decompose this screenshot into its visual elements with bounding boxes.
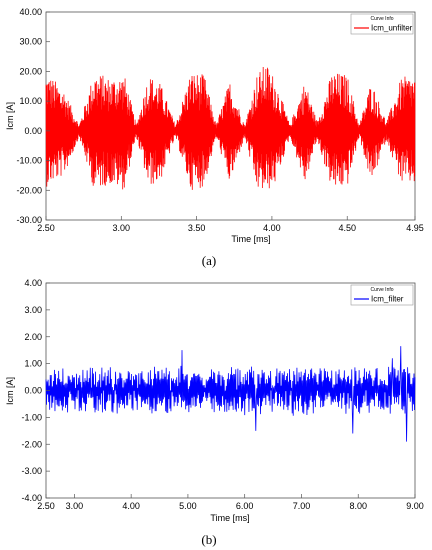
x-tick-label: 2.50 bbox=[37, 223, 55, 233]
chart-a-legend-box bbox=[350, 13, 414, 35]
chart-b-series-icm-filter bbox=[45, 346, 416, 442]
chart-a-caption: (a) bbox=[202, 253, 216, 268]
chart-b: 4.00 3.00 2.00 1.00 0.00 -1.00 -2.00 -3.00 -4.00… bbox=[5, 278, 424, 547]
y-tick-label: 3.00 bbox=[24, 305, 42, 315]
chart-b-y-ticks: 4.00 3.00 2.00 1.00 0.00 -1.00 -2.00 -3.00 -4.00 bbox=[21, 278, 50, 503]
y-tick-label: 2.00 bbox=[24, 332, 42, 342]
y-tick-label: 0.00 bbox=[24, 386, 42, 396]
x-tick-label: 4.95 bbox=[406, 223, 424, 233]
y-tick-label: -1.00 bbox=[21, 412, 42, 422]
x-tick-label: 4.50 bbox=[338, 223, 356, 233]
x-tick-label: 7.00 bbox=[293, 501, 311, 511]
chart-a-x-ticks: 2.50 3.00 3.50 4.00 4.50 4.95 bbox=[37, 216, 424, 233]
chart-a-x-axis-label: Time [ms] bbox=[231, 234, 270, 244]
series-line-icm-filter bbox=[45, 346, 416, 442]
chart-b-caption: (b) bbox=[201, 532, 216, 547]
chart-a-y-axis-label: Icm [A] bbox=[5, 102, 15, 130]
series-line-icm-unfilter bbox=[45, 67, 416, 190]
chart-b-x-axis-label: Time [ms] bbox=[210, 513, 249, 523]
x-tick-label: 4.00 bbox=[122, 501, 140, 511]
y-tick-label: -10.00 bbox=[16, 156, 42, 166]
chart-b-x-ticks: 2.50 3.00 4.00 5.00 6.00 7.00 8.00 9.00 bbox=[37, 494, 424, 511]
x-tick-label: 3.00 bbox=[66, 501, 84, 511]
x-tick-label: 3.50 bbox=[188, 223, 206, 233]
y-tick-label: 4.00 bbox=[24, 278, 42, 288]
y-tick-label: -2.00 bbox=[21, 439, 42, 449]
x-tick-label: 9.00 bbox=[406, 501, 424, 511]
y-tick-label: -3.00 bbox=[21, 466, 42, 476]
chart-a-y-ticks: 40.00 30.00 20.00 10.00 0.00 -10.00 -20.00 -30.… bbox=[16, 7, 50, 225]
x-tick-label: 4.00 bbox=[263, 223, 281, 233]
chart-a-legend-title: Curve Info bbox=[370, 16, 393, 22]
x-tick-label: 8.00 bbox=[349, 501, 367, 511]
chart-b-legend-entry: Icm_filter bbox=[371, 295, 404, 304]
y-tick-label: -20.00 bbox=[16, 185, 42, 195]
x-tick-label: 3.00 bbox=[113, 223, 131, 233]
chart-b-legend-title: Curve Info bbox=[370, 287, 393, 293]
chart-b-legend: Curve Info Icm_filter bbox=[350, 284, 414, 306]
y-tick-label: 1.00 bbox=[24, 359, 42, 369]
y-tick-label: 30.00 bbox=[19, 37, 42, 47]
y-tick-label: 10.00 bbox=[19, 96, 42, 106]
y-tick-label: -30.00 bbox=[16, 215, 42, 225]
x-tick-label: 2.50 bbox=[37, 501, 55, 511]
chart-a: 40.00 30.00 20.00 10.00 0.00 -10.00 -20.00 -30.… bbox=[5, 7, 424, 268]
y-tick-label: 0.00 bbox=[24, 126, 42, 136]
chart-b-legend-box bbox=[350, 284, 414, 306]
x-tick-label: 5.00 bbox=[179, 501, 197, 511]
y-tick-label: -4.00 bbox=[21, 493, 42, 503]
x-tick-label: 6.00 bbox=[236, 501, 254, 511]
chart-b-y-axis-label: Icm [A] bbox=[5, 377, 15, 405]
y-tick-label: 20.00 bbox=[19, 66, 42, 76]
y-tick-label: 40.00 bbox=[19, 7, 42, 17]
chart-a-legend: Curve Info Icm_unfilter bbox=[350, 13, 414, 35]
chart-a-legend-entry: Icm_unfilter bbox=[371, 24, 413, 33]
chart-a-series-icm-unfilter bbox=[45, 67, 416, 190]
